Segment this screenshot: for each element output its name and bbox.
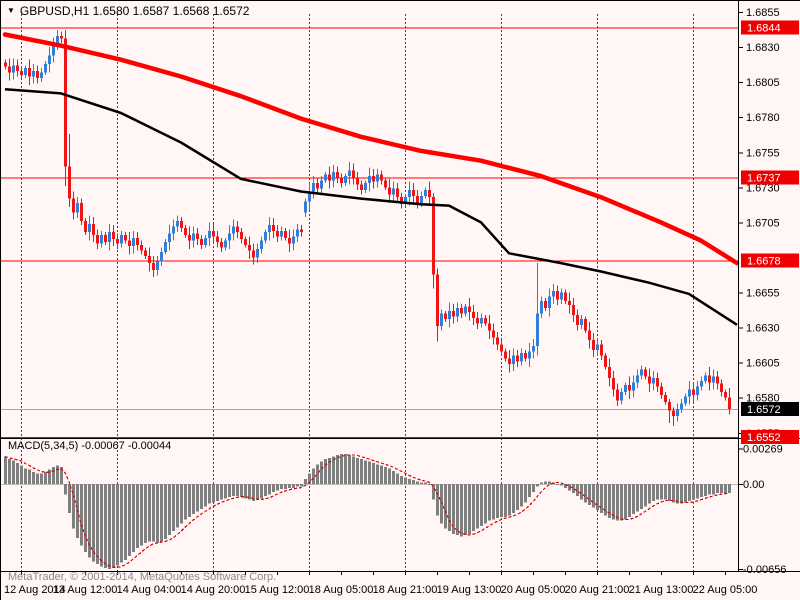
borders-layer — [1, 1, 800, 572]
macd-layer — [1, 453, 738, 570]
svg-text:1.6830: 1.6830 — [746, 42, 780, 54]
ma-black-line — [4, 87, 738, 326]
svg-text:14 Aug 20:00: 14 Aug 20:00 — [181, 584, 246, 596]
svg-text:12 Aug 2014: 12 Aug 2014 — [4, 584, 66, 596]
svg-text:1.6552: 1.6552 — [747, 432, 781, 444]
svg-text:1.6755: 1.6755 — [746, 147, 780, 159]
chart-title-bar: ▼ GBPUSD,H1 1.6580 1.6587 1.6568 1.6572 — [7, 3, 249, 19]
time-axis-labels: 12 Aug 201413 Aug 12:0014 Aug 04:0014 Au… — [4, 571, 757, 596]
svg-text:1.6572: 1.6572 — [747, 404, 781, 416]
price-badge-1.6737 — [741, 170, 799, 185]
svg-text:1.6630: 1.6630 — [746, 323, 780, 335]
svg-text:1.6678: 1.6678 — [747, 255, 781, 267]
svg-text:1.6855: 1.6855 — [746, 7, 780, 19]
svg-text:1.6580: 1.6580 — [746, 393, 780, 405]
price-badge-1.6844 — [741, 20, 799, 35]
svg-text:-0.00656: -0.00656 — [743, 564, 786, 576]
macd-signal-line — [4, 454, 730, 569]
svg-text:20 Aug 05:00: 20 Aug 05:00 — [501, 584, 566, 596]
svg-text:18 Aug 21:00: 18 Aug 21:00 — [373, 584, 438, 596]
svg-text:19 Aug 13:00: 19 Aug 13:00 — [437, 584, 502, 596]
macd-axis-labels: 0.00269 0.00 -0.00656 — [738, 444, 786, 576]
svg-text:15 Aug 12:00: 15 Aug 12:00 — [245, 584, 310, 596]
metatrader-watermark: MetaTrader, © 2001-2014, MetaQuotes Soft… — [8, 571, 277, 583]
svg-text:1.6655: 1.6655 — [746, 288, 780, 300]
svg-text:21 Aug 13:00: 21 Aug 13:00 — [629, 584, 694, 596]
macd-pane[interactable] — [1, 438, 738, 571]
svg-text:18 Aug 05:00: 18 Aug 05:00 — [309, 584, 374, 596]
price-badge-1.6678 — [741, 253, 799, 268]
collapse-arrow-icon[interactable]: ▼ — [7, 6, 15, 15]
horizontal-lines-layer — [1, 27, 738, 438]
price-badge-1.6572 — [741, 401, 799, 416]
svg-text:1.6705: 1.6705 — [746, 217, 780, 229]
price-badge-1.6552 — [741, 430, 799, 444]
moving-averages-layer — [2, 32, 740, 326]
svg-text:1.6605: 1.6605 — [746, 358, 780, 370]
svg-text:13 Aug 12:00: 13 Aug 12:00 — [53, 584, 118, 596]
svg-text:1.6737: 1.6737 — [747, 173, 781, 185]
macd-indicator-label: MACD(5,34,5) -0.00067 -0.00044 — [8, 440, 172, 452]
svg-text:22 Aug 05:00: 22 Aug 05:00 — [693, 584, 758, 596]
svg-text:1.6730: 1.6730 — [746, 182, 780, 194]
svg-text:1.6780: 1.6780 — [746, 112, 780, 124]
main-chart-pane[interactable] — [1, 14, 738, 438]
svg-text:1.6844: 1.6844 — [747, 22, 781, 34]
price-badges-layer: 1.6844 1.6737 1.6678 1.6572 1.6552 — [741, 20, 799, 444]
svg-text:20 Aug 21:00: 20 Aug 21:00 — [565, 584, 630, 596]
chart-title: GBPUSD,H1 1.6580 1.6587 1.6568 1.6572 — [19, 4, 250, 18]
svg-text:1.6805: 1.6805 — [746, 77, 780, 89]
svg-text:0.00: 0.00 — [743, 479, 764, 491]
ma-red-line — [2, 32, 740, 266]
price-axis[interactable] — [738, 1, 800, 571]
candles-layer — [4, 30, 731, 426]
svg-text:0.00269: 0.00269 — [743, 444, 783, 456]
svg-text:14 Aug 04:00: 14 Aug 04:00 — [117, 584, 182, 596]
